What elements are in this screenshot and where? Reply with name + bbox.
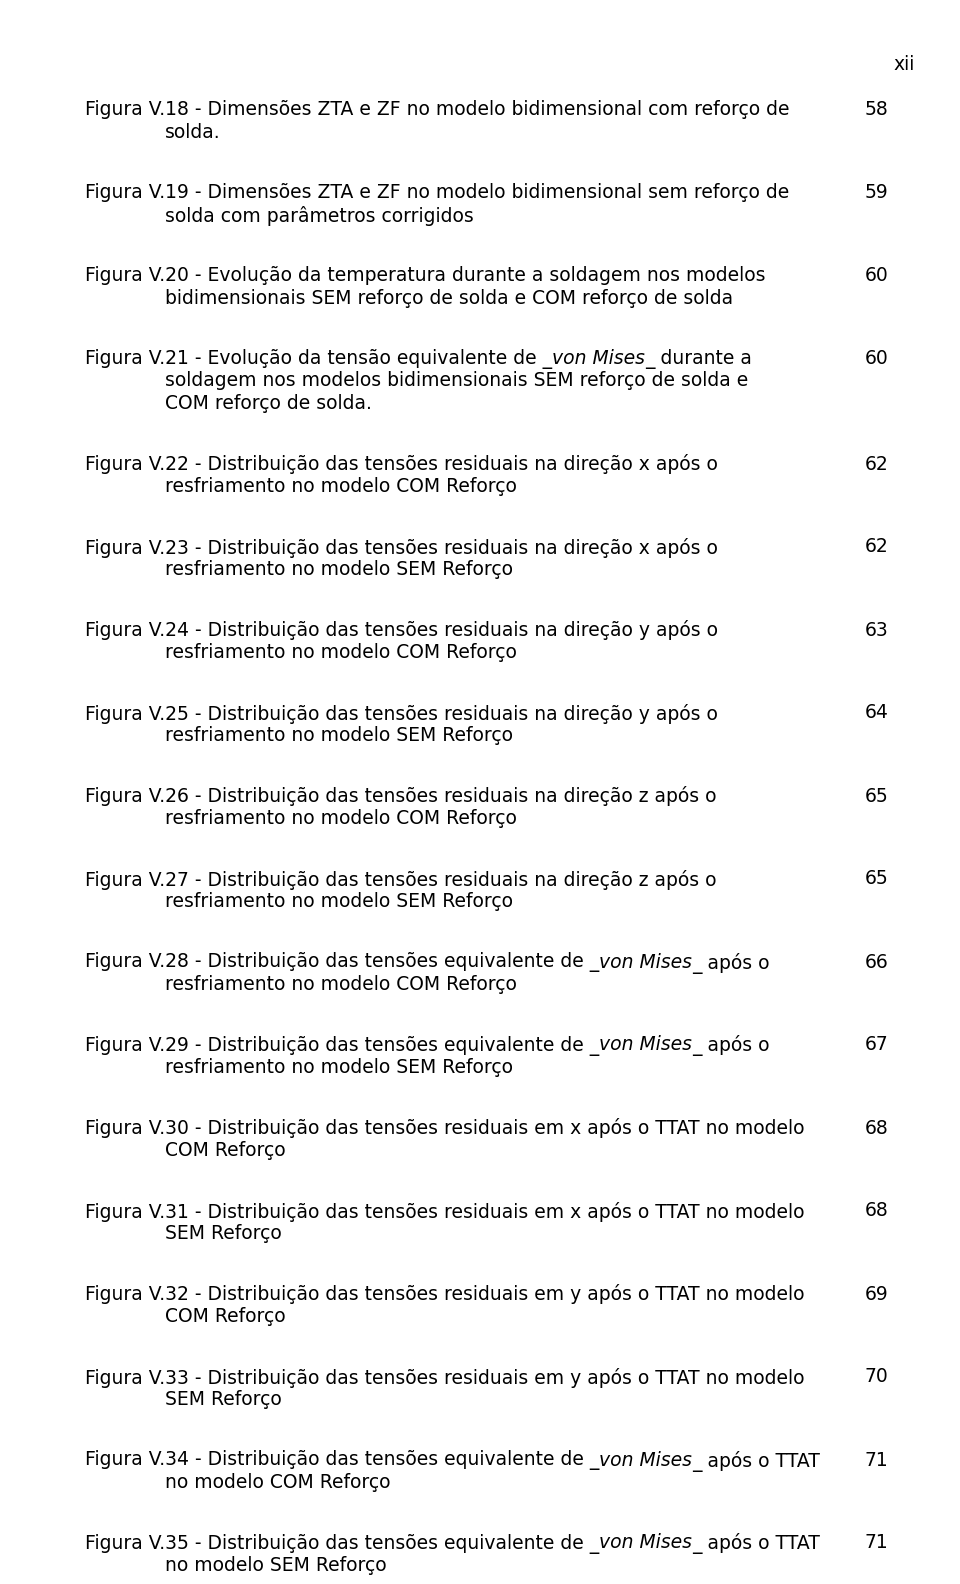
Text: Figura V.18 - Dimensões ZTA e ZF no modelo bidimensional com reforço de: Figura V.18 - Dimensões ZTA e ZF no mode… — [85, 100, 789, 119]
Text: von Mises: von Mises — [599, 1533, 692, 1552]
Text: soldagem nos modelos bidimensionais SEM reforço de solda e: soldagem nos modelos bidimensionais SEM … — [165, 372, 748, 391]
Text: Figura V.34 - Distribuição das tensões equivalente de _: Figura V.34 - Distribuição das tensões e… — [85, 1451, 599, 1470]
Text: resfriamento no modelo SEM Reforço: resfriamento no modelo SEM Reforço — [165, 725, 513, 744]
Text: resfriamento no modelo SEM Reforço: resfriamento no modelo SEM Reforço — [165, 1058, 513, 1077]
Text: SEM Reforço: SEM Reforço — [165, 1391, 281, 1410]
Text: Figura V.20 - Evolução da temperatura durante a soldagem nos modelos: Figura V.20 - Evolução da temperatura du… — [85, 266, 765, 285]
Text: 62: 62 — [865, 537, 889, 556]
Text: resfriamento no modelo SEM Reforço: resfriamento no modelo SEM Reforço — [165, 561, 513, 580]
Text: COM Reforço: COM Reforço — [165, 1307, 286, 1326]
Text: Figura V.22 - Distribuição das tensões residuais na direção x após o: Figura V.22 - Distribuição das tensões r… — [85, 455, 718, 475]
Text: von Mises: von Mises — [599, 1036, 692, 1055]
Text: SEM Reforço: SEM Reforço — [165, 1224, 281, 1243]
Text: 62: 62 — [865, 455, 889, 474]
Text: 68: 68 — [865, 1118, 889, 1137]
Text: 58: 58 — [865, 100, 889, 119]
Text: Figura V.26 - Distribuição das tensões residuais na direção z após o: Figura V.26 - Distribuição das tensões r… — [85, 787, 716, 806]
Text: 65: 65 — [865, 787, 889, 806]
Text: 70: 70 — [865, 1367, 889, 1386]
Text: Figura V.28 - Distribuição das tensões equivalente de _: Figura V.28 - Distribuição das tensões e… — [85, 952, 599, 973]
Text: resfriamento no modelo COM Reforço: resfriamento no modelo COM Reforço — [165, 809, 516, 828]
Text: solda.: solda. — [165, 122, 221, 141]
Text: Figura V.23 - Distribuição das tensões residuais na direção x após o: Figura V.23 - Distribuição das tensões r… — [85, 537, 718, 558]
Text: xii: xii — [894, 55, 915, 74]
Text: COM reforço de solda.: COM reforço de solda. — [165, 394, 372, 413]
Text: Figura V.21 - Evolução da tensão equivalente de _: Figura V.21 - Evolução da tensão equival… — [85, 348, 552, 369]
Text: 67: 67 — [865, 1036, 889, 1055]
Text: Figura V.30 - Distribuição das tensões residuais em x após o TTAT no modelo: Figura V.30 - Distribuição das tensões r… — [85, 1118, 804, 1139]
Text: Figura V.24 - Distribuição das tensões residuais na direção y após o: Figura V.24 - Distribuição das tensões r… — [85, 621, 718, 640]
Text: 71: 71 — [865, 1533, 889, 1552]
Text: 65: 65 — [865, 870, 889, 889]
Text: Figura V.25 - Distribuição das tensões residuais na direção y após o: Figura V.25 - Distribuição das tensões r… — [85, 703, 718, 724]
Text: resfriamento no modelo SEM Reforço: resfriamento no modelo SEM Reforço — [165, 892, 513, 911]
Text: Figura V.19 - Dimensões ZTA e ZF no modelo bidimensional sem reforço de: Figura V.19 - Dimensões ZTA e ZF no mode… — [85, 184, 789, 203]
Text: von Mises: von Mises — [552, 348, 645, 367]
Text: _ após o TTAT: _ após o TTAT — [692, 1451, 820, 1472]
Text: Figura V.35 - Distribuição das tensões equivalente de _: Figura V.35 - Distribuição das tensões e… — [85, 1533, 599, 1554]
Text: resfriamento no modelo COM Reforço: resfriamento no modelo COM Reforço — [165, 643, 516, 662]
Text: COM Reforço: COM Reforço — [165, 1140, 286, 1159]
Text: Figura V.32 - Distribuição das tensões residuais em y após o TTAT no modelo: Figura V.32 - Distribuição das tensões r… — [85, 1285, 804, 1305]
Text: no modelo SEM Reforço: no modelo SEM Reforço — [165, 1555, 387, 1574]
Text: solda com parâmetros corrigidos: solda com parâmetros corrigidos — [165, 206, 473, 225]
Text: Figura V.31 - Distribuição das tensões residuais em x após o TTAT no modelo: Figura V.31 - Distribuição das tensões r… — [85, 1202, 804, 1221]
Text: 59: 59 — [865, 184, 889, 203]
Text: resfriamento no modelo COM Reforço: resfriamento no modelo COM Reforço — [165, 477, 516, 496]
Text: _ após o: _ após o — [692, 1036, 770, 1057]
Text: _ durante a: _ durante a — [645, 348, 752, 369]
Text: 68: 68 — [865, 1202, 889, 1221]
Text: Figura V.33 - Distribuição das tensões residuais em y após o TTAT no modelo: Figura V.33 - Distribuição das tensões r… — [85, 1367, 804, 1388]
Text: _ após o TTAT: _ após o TTAT — [692, 1533, 820, 1554]
Text: 71: 71 — [865, 1451, 889, 1470]
Text: Figura V.27 - Distribuição das tensões residuais na direção z após o: Figura V.27 - Distribuição das tensões r… — [85, 870, 716, 890]
Text: 69: 69 — [865, 1285, 889, 1304]
Text: 63: 63 — [865, 621, 889, 640]
Text: 60: 60 — [865, 266, 889, 285]
Text: 60: 60 — [865, 348, 889, 367]
Text: no modelo COM Reforço: no modelo COM Reforço — [165, 1473, 391, 1492]
Text: resfriamento no modelo COM Reforço: resfriamento no modelo COM Reforço — [165, 976, 516, 995]
Text: _ após o: _ após o — [692, 952, 770, 974]
Text: bidimensionais SEM reforço de solda e COM reforço de solda: bidimensionais SEM reforço de solda e CO… — [165, 288, 733, 307]
Text: von Mises: von Mises — [599, 952, 692, 971]
Text: 64: 64 — [865, 703, 889, 722]
Text: Figura V.29 - Distribuição das tensões equivalente de _: Figura V.29 - Distribuição das tensões e… — [85, 1036, 599, 1055]
Text: von Mises: von Mises — [599, 1451, 692, 1470]
Text: 66: 66 — [865, 952, 889, 971]
